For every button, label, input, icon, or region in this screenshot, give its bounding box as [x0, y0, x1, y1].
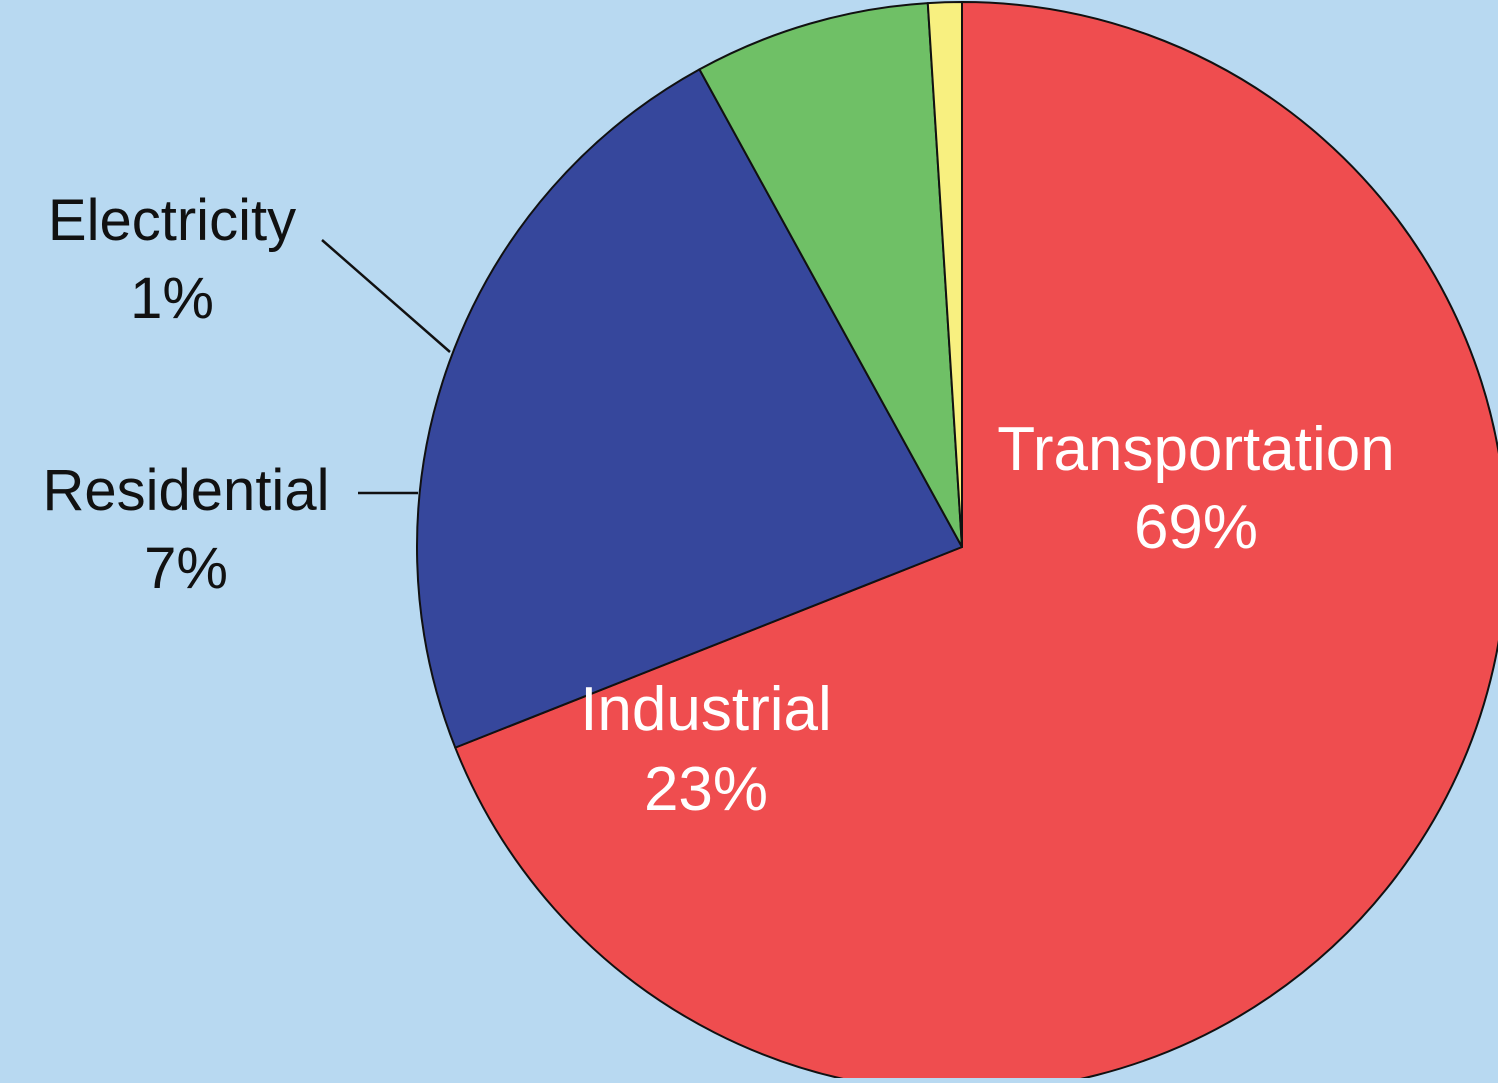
slice-value-industrial: 23%	[644, 755, 768, 824]
slice-label-residential: Residential	[43, 458, 330, 523]
slice-value-transportation: 69%	[1134, 493, 1258, 562]
leader-lines	[321, 239, 451, 495]
pie-slice-residential	[698, 2, 963, 548]
slice-label-industrial: Industrial	[580, 675, 832, 744]
slice-value-residential: 7%	[144, 536, 228, 601]
leader-line-electricity	[321, 239, 451, 353]
pie-slices	[416, 1, 1498, 1083]
pie-slice-transportation	[454, 1, 1498, 1083]
pie-slice-industrial	[416, 68, 963, 749]
slice-labels: Transportation 69% Industrial 23% Residentia…	[43, 188, 1395, 824]
slice-label-electricity: Electricity	[48, 188, 296, 253]
pie-slice-electricity	[926, 1, 963, 548]
slice-value-electricity: 1%	[130, 266, 214, 331]
slice-label-transportation: Transportation	[997, 415, 1394, 484]
